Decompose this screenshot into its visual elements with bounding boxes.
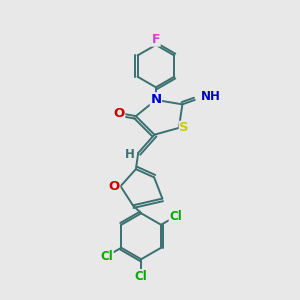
Text: Cl: Cl [100, 250, 113, 262]
Text: S: S [179, 122, 189, 134]
Text: O: O [109, 180, 120, 193]
Text: Cl: Cl [135, 269, 148, 283]
Text: N: N [150, 93, 161, 106]
Text: F: F [152, 33, 160, 46]
Text: H: H [125, 148, 135, 161]
Text: Cl: Cl [169, 210, 182, 223]
Text: NH: NH [201, 90, 221, 103]
Text: O: O [113, 107, 125, 120]
